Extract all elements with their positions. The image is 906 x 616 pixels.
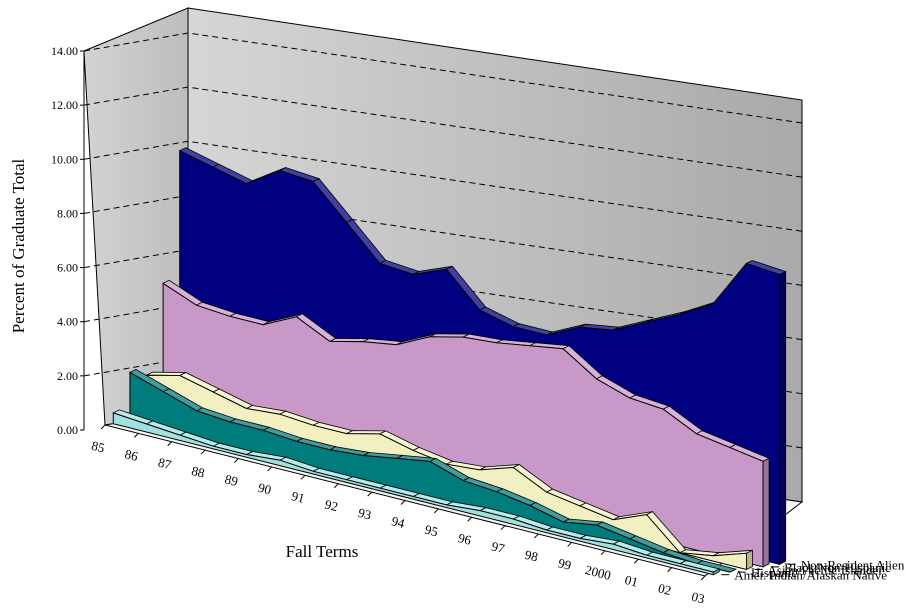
x-tick-mark	[400, 500, 406, 505]
x-tick-mark	[333, 483, 339, 489]
series-layer	[112, 147, 787, 576]
x-tick-mark	[500, 525, 506, 531]
series-label: Asian/Pacific Islander	[768, 563, 884, 578]
y-tick-label: 6.00	[57, 261, 78, 275]
x-tick-label: 88	[190, 463, 206, 481]
x-tick-label: 89	[223, 471, 239, 489]
y-tick-label: 2.00	[57, 369, 78, 383]
x-tick-label: 94	[390, 513, 407, 531]
x-tick-mark	[533, 533, 539, 539]
x-tick-labels: 85 86 87 88 89 90 91 92 93 94 95 96 97 98 99 2000 01 02 03	[90, 424, 706, 607]
x-tick-label: 90	[257, 480, 273, 498]
x-tick-label: 96	[457, 530, 474, 548]
x-tick-label: 02	[657, 580, 673, 598]
gridline	[83, 32, 803, 124]
y-axis-title: Percent of Graduate Total	[9, 158, 28, 333]
series-black-non-hispanic	[162, 279, 771, 568]
x-tick-mark	[233, 458, 239, 463]
series-label: Hispanic	[751, 565, 797, 580]
series-amer-indian-alaskan-native	[112, 409, 721, 576]
x-tick-label: 85	[90, 438, 106, 456]
series-label: Black/Non-Hispanic	[784, 560, 891, 575]
x-tick-mark	[433, 508, 439, 514]
x-tick-label: 86	[123, 446, 140, 464]
y-tick-label: 0.00	[57, 423, 78, 437]
x-tick-mark	[700, 575, 706, 581]
x-tick-label: 93	[357, 505, 373, 523]
y-tick-label: 8.00	[57, 206, 78, 220]
area-side-edge	[712, 568, 720, 576]
y-tick-label: 14.00	[51, 44, 78, 58]
x-tick-label: 03	[690, 589, 706, 607]
x-tick-mark	[667, 567, 673, 572]
x-tick-label: 01	[623, 572, 639, 590]
x-tick-label: 87	[157, 455, 174, 473]
x-tick-mark	[100, 424, 106, 430]
x-tick-label: 97	[490, 538, 507, 556]
x-tick-mark	[567, 542, 573, 547]
x-tick-label: 99	[557, 555, 573, 573]
gridline	[83, 140, 803, 232]
x-tick-mark	[467, 516, 473, 522]
y-tick-labels: 0.00 2.00 4.00 6.00 8.00 10.00 12.00 14.00	[51, 44, 84, 437]
area-face	[162, 282, 764, 568]
x-tick-mark	[300, 474, 306, 480]
x-tick-label: 2000	[584, 562, 613, 583]
x-axis-title: Fall Terms	[286, 542, 359, 561]
area-side-edge	[729, 568, 737, 573]
y-tick-label: 4.00	[57, 315, 78, 329]
x-tick-label: 95	[423, 522, 439, 540]
series-label: Amer. Indian/Alaskan Native	[734, 568, 887, 583]
series-depth-labels: Non-Resident AlienBlack/Non-HispanicAsia…	[721, 557, 905, 583]
x-tick-mark	[600, 550, 606, 556]
area-side-edge	[762, 457, 770, 568]
series-hispanic	[129, 368, 738, 573]
x-tick-mark	[200, 449, 206, 455]
x-tick-label: 92	[323, 497, 339, 515]
x-tick-mark	[167, 441, 173, 447]
x-tick-mark	[633, 558, 639, 564]
x-tick-mark	[267, 466, 273, 472]
series-label: Non-Resident Alien	[801, 557, 905, 572]
x-tick-label: 91	[290, 488, 306, 506]
x-tick-mark	[367, 491, 373, 497]
area-face	[129, 371, 731, 573]
x-tick-mark	[133, 433, 139, 438]
x-tick-label: 98	[523, 547, 539, 565]
y-tick-label: 12.00	[51, 98, 78, 112]
area-face	[112, 412, 714, 576]
y-tick-label: 10.00	[51, 152, 78, 166]
area-side-edge	[779, 270, 787, 565]
gridline	[83, 86, 803, 178]
area-side-edge	[746, 549, 753, 571]
